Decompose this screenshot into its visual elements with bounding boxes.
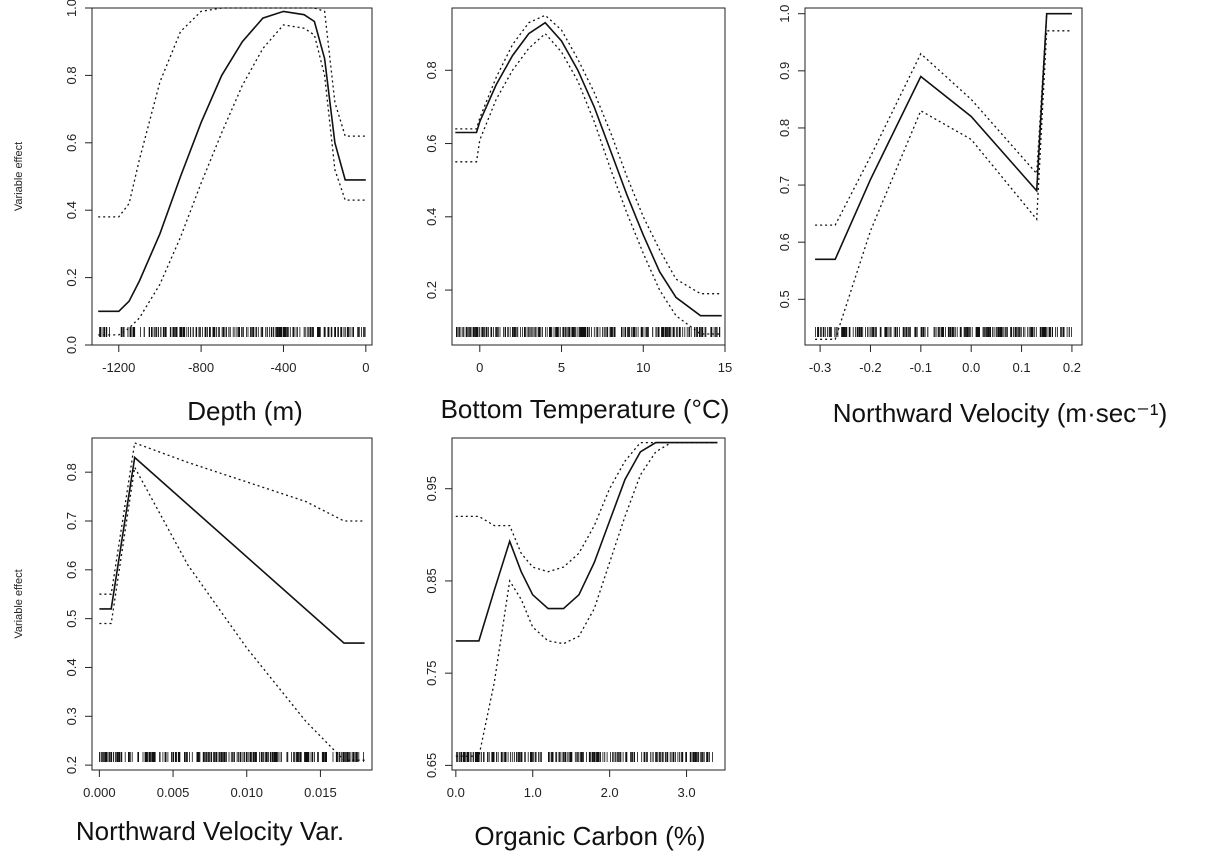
confidence-line: [98, 24, 366, 336]
panel-4: 0.000 0.005 0.010 0.015 0.2 0.3 0.4 0.5 0.6 0.7 0.…: [13, 437, 373, 846]
x-tick-label: -1200: [102, 360, 135, 375]
y-tick-label: 0.6: [777, 233, 792, 251]
y-tick-label: 0.6: [424, 134, 439, 152]
plot-frame: [91, 437, 373, 771]
y-tick-label: 0.75: [424, 661, 439, 686]
confidence-line: [455, 441, 718, 573]
y-tick-label: 0.2: [424, 281, 439, 299]
x-tick-label: 0.015: [304, 785, 337, 800]
y-tick-label: 0.4: [64, 658, 79, 676]
plot-frame: [91, 7, 373, 346]
effect-line: [455, 21, 722, 317]
y-tick-label: 0.7: [64, 512, 79, 530]
y-axis-label: Variable effect: [13, 142, 25, 211]
panel-3: -0.3 -0.2 -0.1 0.0 0.1 0.2 0.5 0.6 0.7 0.8 0.9 1.0 N…: [777, 5, 1167, 428]
y-tick-label: 0.6: [64, 561, 79, 579]
y-tick-label: 0.2: [64, 269, 79, 287]
confidence-line: [455, 32, 722, 335]
x-axis-label: Bottom Temperature (°C): [441, 394, 730, 424]
confidence-line: [815, 30, 1072, 340]
x-tick-label: 0.0: [447, 785, 465, 800]
x-tick-label: 0.005: [157, 785, 190, 800]
plot-frame: [451, 7, 726, 346]
x-tick-label: 0.000: [83, 785, 116, 800]
rug-marks: [456, 327, 721, 337]
x-tick-label: -400: [270, 360, 296, 375]
x-tick-label: 0.010: [230, 785, 263, 800]
confidence-line: [815, 13, 1072, 226]
y-tick-label: 1.0: [64, 0, 79, 17]
x-tick-label: 3.0: [678, 785, 696, 800]
x-tick-label: -0.1: [910, 360, 932, 375]
x-axis-label: Depth (m): [187, 396, 303, 426]
effect-line: [455, 441, 718, 642]
confidence-line: [99, 442, 365, 595]
x-tick-label: 2.0: [601, 785, 619, 800]
y-tick-label: 0.95: [424, 476, 439, 501]
y-tick-label: 0.0: [64, 336, 79, 354]
x-tick-label: 0.0: [962, 360, 980, 375]
panel-1: -1200 -800 -400 0 0.0 0.2 0.4 0.6 0.8 1.0 Variable…: [13, 0, 373, 426]
x-axis-label: Northward Velocity (m·sec⁻¹): [833, 398, 1167, 428]
y-tick-label: 0.4: [424, 208, 439, 226]
confidence-line: [98, 7, 366, 218]
y-tick-label: 0.6: [64, 134, 79, 152]
x-tick-label: 0.1: [1013, 360, 1031, 375]
y-tick-label: 0.8: [777, 119, 792, 137]
y-tick-label: 0.9: [777, 62, 792, 80]
confidence-line: [455, 441, 718, 757]
plot-frame: [804, 7, 1083, 346]
y-tick-label: 0.5: [777, 290, 792, 308]
x-tick-label: 1.0: [524, 785, 542, 800]
effect-line: [99, 455, 365, 644]
y-tick-label: 0.5: [64, 610, 79, 628]
x-axis-label: Northward Velocity Var.: [76, 816, 344, 846]
y-tick-label: 0.85: [424, 568, 439, 593]
y-tick-label: 0.65: [424, 753, 439, 778]
x-tick-label: 15: [718, 360, 732, 375]
x-tick-label: 5: [558, 360, 565, 375]
confidence-line: [455, 14, 722, 295]
y-tick-label: 0.8: [424, 61, 439, 79]
rug-marks: [99, 752, 364, 762]
y-tick-label: 0.7: [777, 176, 792, 194]
x-tick-label: -800: [188, 360, 214, 375]
plot-frame: [451, 437, 726, 771]
x-tick-label: -0.2: [859, 360, 881, 375]
panel-2: 0 5 10 15 0.2 0.4 0.6 0.8 Bottom Temperature (°C…: [424, 7, 732, 424]
confidence-line: [99, 465, 365, 761]
x-tick-label: 0.2: [1063, 360, 1081, 375]
rug-marks: [99, 327, 366, 337]
y-tick-label: 0.2: [64, 756, 79, 774]
x-tick-label: 0: [362, 360, 369, 375]
y-tick-label: 0.3: [64, 707, 79, 725]
y-tick-label: 0.4: [64, 201, 79, 219]
y-axis-label: Variable effect: [13, 569, 25, 638]
y-tick-label: 0.8: [64, 463, 79, 481]
panel-5: 0.0 1.0 2.0 3.0 0.65 0.75 0.85 0.95 Organic Carb…: [424, 437, 726, 851]
x-tick-label: -0.3: [809, 360, 831, 375]
rug-marks: [815, 327, 1072, 337]
y-tick-label: 0.8: [64, 66, 79, 84]
effect-line: [98, 10, 366, 313]
effect-line: [815, 12, 1072, 261]
y-tick-label: 1.0: [777, 5, 792, 23]
x-tick-label: 10: [636, 360, 650, 375]
x-axis-label: Organic Carbon (%): [474, 821, 705, 851]
rug-marks: [456, 752, 713, 762]
x-tick-label: 0: [476, 360, 483, 375]
